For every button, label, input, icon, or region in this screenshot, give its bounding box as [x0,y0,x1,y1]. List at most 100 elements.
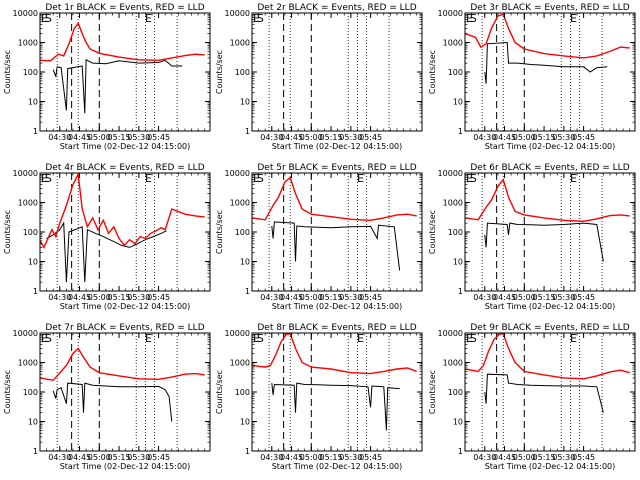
marker-e: E [357,172,364,185]
y-tick-label: 100 [23,388,38,397]
series-red-line [465,177,630,223]
plot-frame [464,332,636,452]
marker-e: E [570,172,577,185]
y-tick-label: 1 [245,287,250,296]
x-tick-label: 05:00 [513,133,536,142]
marker-s: S [45,332,52,345]
y-tick-label: 1 [458,127,463,136]
plot-title: Det 7r BLACK = Events, RED = LLD [45,323,204,333]
x-axis-label: Start Time (02-Dec-12 04:15:00) [485,142,616,151]
x-tick-label: 04:30 [473,293,496,302]
series-red-line [252,333,417,375]
marker-e: E [145,332,152,345]
y-axis-label: Counts/sec [428,370,437,414]
plot-title: Det 1r BLACK = Events, RED = LLD [45,3,204,13]
x-tick-label: 05:45 [359,453,382,462]
x-tick-label: 04:30 [260,293,283,302]
marker-e: E [41,332,48,345]
marker-e: E [357,332,364,345]
marker-e: E [41,12,48,25]
y-tick-label: 10000 [225,329,250,338]
y-tick-label: 1000 [18,359,38,368]
marker-s: S [470,12,477,25]
y-tick-label: 100 [235,68,250,77]
series-group [252,176,417,271]
plot-frame [39,12,211,132]
plot-title: Det 4r BLACK = Events, RED = LLD [45,163,204,173]
x-tick-label: 04:30 [48,293,71,302]
y-tick-label: 10 [240,418,250,427]
y-tick-label: 1000 [230,359,250,368]
x-axis-label: Start Time (02-Dec-12 04:15:00) [272,302,403,311]
series-red-line [40,347,205,382]
y-tick-label: 1 [458,287,463,296]
x-tick-label: 05:15 [533,453,556,462]
y-axis-label: Counts/sec [3,50,12,94]
y-axis-label: Counts/sec [3,370,12,414]
marker-e: E [570,332,577,345]
series-group [40,173,205,283]
plot-2: Det 2r BLACK = Events, RED = LLD 1 10 100 10… [215,3,423,151]
x-tick-label: 04:45 [68,293,91,302]
plot-frame [251,12,423,132]
series-black-line [271,221,401,271]
series-black-line [484,373,604,413]
y-axis-label: Counts/sec [215,370,224,414]
series-red-line [465,333,630,380]
x-tick-label: 05:00 [88,293,111,302]
y-tick-label: 1 [245,127,250,136]
x-tick-label: 04:30 [260,133,283,142]
marker-e: E [466,12,473,25]
x-tick-label: 04:45 [493,293,516,302]
x-tick-label: 04:30 [260,453,283,462]
x-axis-label: Start Time (02-Dec-12 04:15:00) [485,462,616,471]
y-tick-label: 100 [448,388,463,397]
x-axis-label: Start Time (02-Dec-12 04:15:00) [272,462,403,471]
y-tick-label: 10000 [13,329,38,338]
plot-9: Det 9r BLACK = Events, RED = LLD 1 10 100 10… [428,323,636,471]
x-tick-label: 05:30 [127,133,150,142]
y-tick-label: 10000 [438,329,463,338]
marker-e: E [145,12,152,25]
x-tick-label: 04:45 [68,453,91,462]
y-axis-label: Counts/sec [428,210,437,254]
x-tick-label: 05:30 [127,293,150,302]
x-axis-label: Start Time (02-Dec-12 04:15:00) [60,142,191,151]
x-tick-label: 05:45 [572,133,595,142]
plot-1: Det 1r BLACK = Events, RED = LLD 1 10 100 10… [3,3,211,151]
marker-s: S [257,12,264,25]
x-axis-label: Start Time (02-Dec-12 04:15:00) [272,142,403,151]
x-tick-label: 04:45 [280,453,303,462]
y-tick-label: 10000 [225,9,250,18]
x-tick-label: 05:30 [552,133,575,142]
x-tick-label: 05:00 [88,453,111,462]
y-tick-label: 1000 [230,39,250,48]
series-group [465,177,630,262]
y-tick-label: 10000 [438,169,463,178]
x-tick-label: 05:00 [300,293,323,302]
series-black-line [52,382,173,422]
marker-e: E [253,172,260,185]
y-tick-label: 10 [240,98,250,107]
y-tick-label: 1 [33,287,38,296]
x-tick-label: 04:45 [493,453,516,462]
y-axis-label: Counts/sec [215,210,224,254]
plot-8: Det 8r BLACK = Events, RED = LLD 1 10 100 10… [215,323,423,471]
x-tick-label: 05:45 [147,133,170,142]
plot-3: Det 3r BLACK = Events, RED = LLD 1 10 100 10… [428,3,636,151]
x-tick-label: 04:45 [280,133,303,142]
x-tick-label: 05:30 [127,453,150,462]
x-tick-label: 04:45 [68,133,91,142]
x-tick-label: 04:45 [280,293,303,302]
plot-title: Det 5r BLACK = Events, RED = LLD [257,163,416,173]
y-tick-label: 1 [33,127,38,136]
plot-7: Det 7r BLACK = Events, RED = LLD 1 10 100 10… [3,323,211,471]
plot-4: Det 4r BLACK = Events, RED = LLD 1 10 100 10… [3,163,211,311]
y-tick-label: 10 [453,418,463,427]
y-axis-label: Counts/sec [215,50,224,94]
y-tick-label: 1000 [443,199,463,208]
x-tick-label: 04:30 [48,133,71,142]
x-tick-label: 05:15 [108,453,131,462]
x-tick-label: 05:00 [300,133,323,142]
plot-title: Det 2r BLACK = Events, RED = LLD [257,3,416,13]
